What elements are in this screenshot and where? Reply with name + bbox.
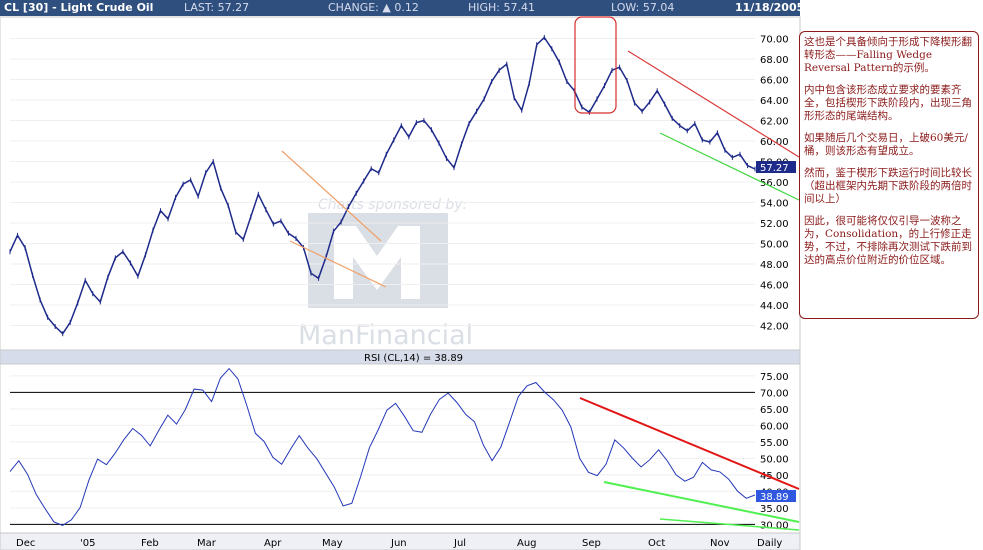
main-lower-trendline	[659, 132, 800, 201]
x-axis-label: May	[322, 538, 343, 549]
annotation-paragraph-4: 然而，鉴于楔形下跌运行时间比较长（超出框架内先期下跌阶段的两倍时间以上）	[804, 167, 972, 205]
price-tick-label: 56.00	[760, 178, 789, 189]
x-axis-label: Sep	[582, 538, 601, 549]
last-price: LAST: 57.27	[184, 1, 250, 14]
rsi-tick-label: 75.00	[760, 372, 789, 383]
x-axis-label: Aug	[517, 538, 537, 549]
x-axis-label: Nov	[710, 538, 730, 549]
rsi-tick-label: 35.00	[760, 504, 789, 515]
price-change: CHANGE: ▲ 0.12	[328, 1, 419, 14]
rsi-series-line	[9, 367, 756, 526]
orange-upper-trendline	[281, 150, 382, 242]
watermark-logo-m	[334, 226, 420, 299]
rsi-tick-label: 30.00	[760, 520, 789, 531]
x-axis-band	[0, 532, 801, 550]
annotation-paragraph-1: 这也是个具备倾向于形成下降楔形翻转形态——Falling Wedge Rever…	[804, 36, 972, 74]
x-axis-label: Dec	[16, 538, 35, 549]
price-tick-label: 68.00	[760, 55, 789, 66]
price-tick-label: 60.00	[760, 137, 789, 148]
annotation-box: 这也是个具备倾向于形成下降楔形翻转形态——Falling Wedge Rever…	[799, 31, 979, 319]
annotation-paragraph-2: 内中包含该形态成立要求的要素齐全，包括楔形下跌阶段内，出现三角形形态的尾端结构。	[804, 84, 972, 122]
rsi-tick-label: 60.00	[760, 421, 789, 432]
watermark-top-text: Charts sponsored by:	[318, 197, 467, 213]
rsi-tick-label: 55.00	[760, 438, 789, 449]
rsi-lower-trendline-extension	[659, 518, 800, 531]
x-axis-label: Jun	[390, 538, 407, 549]
price-tick-label: 50.00	[760, 240, 789, 251]
watermark-brand-text: ManFinancial	[298, 320, 473, 351]
orange-lower-trendline	[289, 240, 387, 288]
low-price: LOW: 57.04	[611, 1, 675, 14]
x-axis-label: Apr	[264, 538, 282, 549]
rsi-lower-trendline	[603, 481, 800, 523]
upper-panel-frame	[0, 16, 801, 351]
x-axis-label: Mar	[197, 538, 217, 549]
price-tick-label: 42.00	[760, 322, 789, 333]
last-price-badge	[756, 161, 796, 173]
symbol-title: CL [30] - Light Crude Oil	[4, 1, 154, 14]
price-tick-label: 48.00	[760, 260, 789, 271]
price-series-line	[9, 36, 756, 335]
x-axis-label: Daily	[757, 538, 782, 549]
price-tick-label: 54.00	[760, 199, 789, 210]
watermark-group: Charts sponsored by: ManFinancial	[298, 197, 473, 351]
price-tick-label: 64.00	[760, 96, 789, 107]
price-tick-label: 70.00	[760, 35, 789, 46]
price-tick-label: 52.00	[760, 219, 789, 230]
rsi-tick-label: 70.00	[760, 388, 789, 399]
price-tick-label: 44.00	[760, 301, 789, 312]
rsi-title: RSI (CL,14) = 38.89	[364, 353, 463, 364]
annotation-paragraph-3: 如果随后几个交易日，上破60美元/桶，则该形态有望成立。	[804, 132, 968, 157]
annotation-paragraph-5: 因此，很可能将仅仅引导一波称之为，Consolidation，的上行修正走势，不…	[804, 215, 972, 266]
price-tick-label: 66.00	[760, 76, 789, 87]
chart-header: CL [30] - Light Crude Oil LAST: 57.27 CH…	[0, 0, 804, 16]
x-axis-label: '05	[80, 538, 95, 549]
price-tick-label: 46.00	[760, 281, 789, 292]
rsi-last-badge	[756, 490, 796, 502]
chart-date: 11/18/2005	[735, 1, 805, 14]
x-axis-label: Oct	[648, 538, 665, 549]
price-tick-label: 62.00	[760, 117, 789, 128]
x-axis-label: Jul	[453, 538, 466, 549]
rsi-tick-label: 45.00	[760, 471, 789, 482]
rsi-upper-trendline	[579, 397, 800, 490]
x-axis-label: Feb	[141, 538, 159, 549]
main-upper-trendline	[627, 50, 800, 158]
rsi-last-badge-label: 38.89	[760, 492, 789, 503]
rsi-tick-label: 65.00	[760, 405, 789, 416]
high-price: HIGH: 57.41	[468, 1, 536, 14]
rsi-tick-label: 50.00	[760, 454, 789, 465]
last-price-badge-label: 57.27	[760, 163, 789, 174]
top-highlight-box	[574, 16, 617, 114]
